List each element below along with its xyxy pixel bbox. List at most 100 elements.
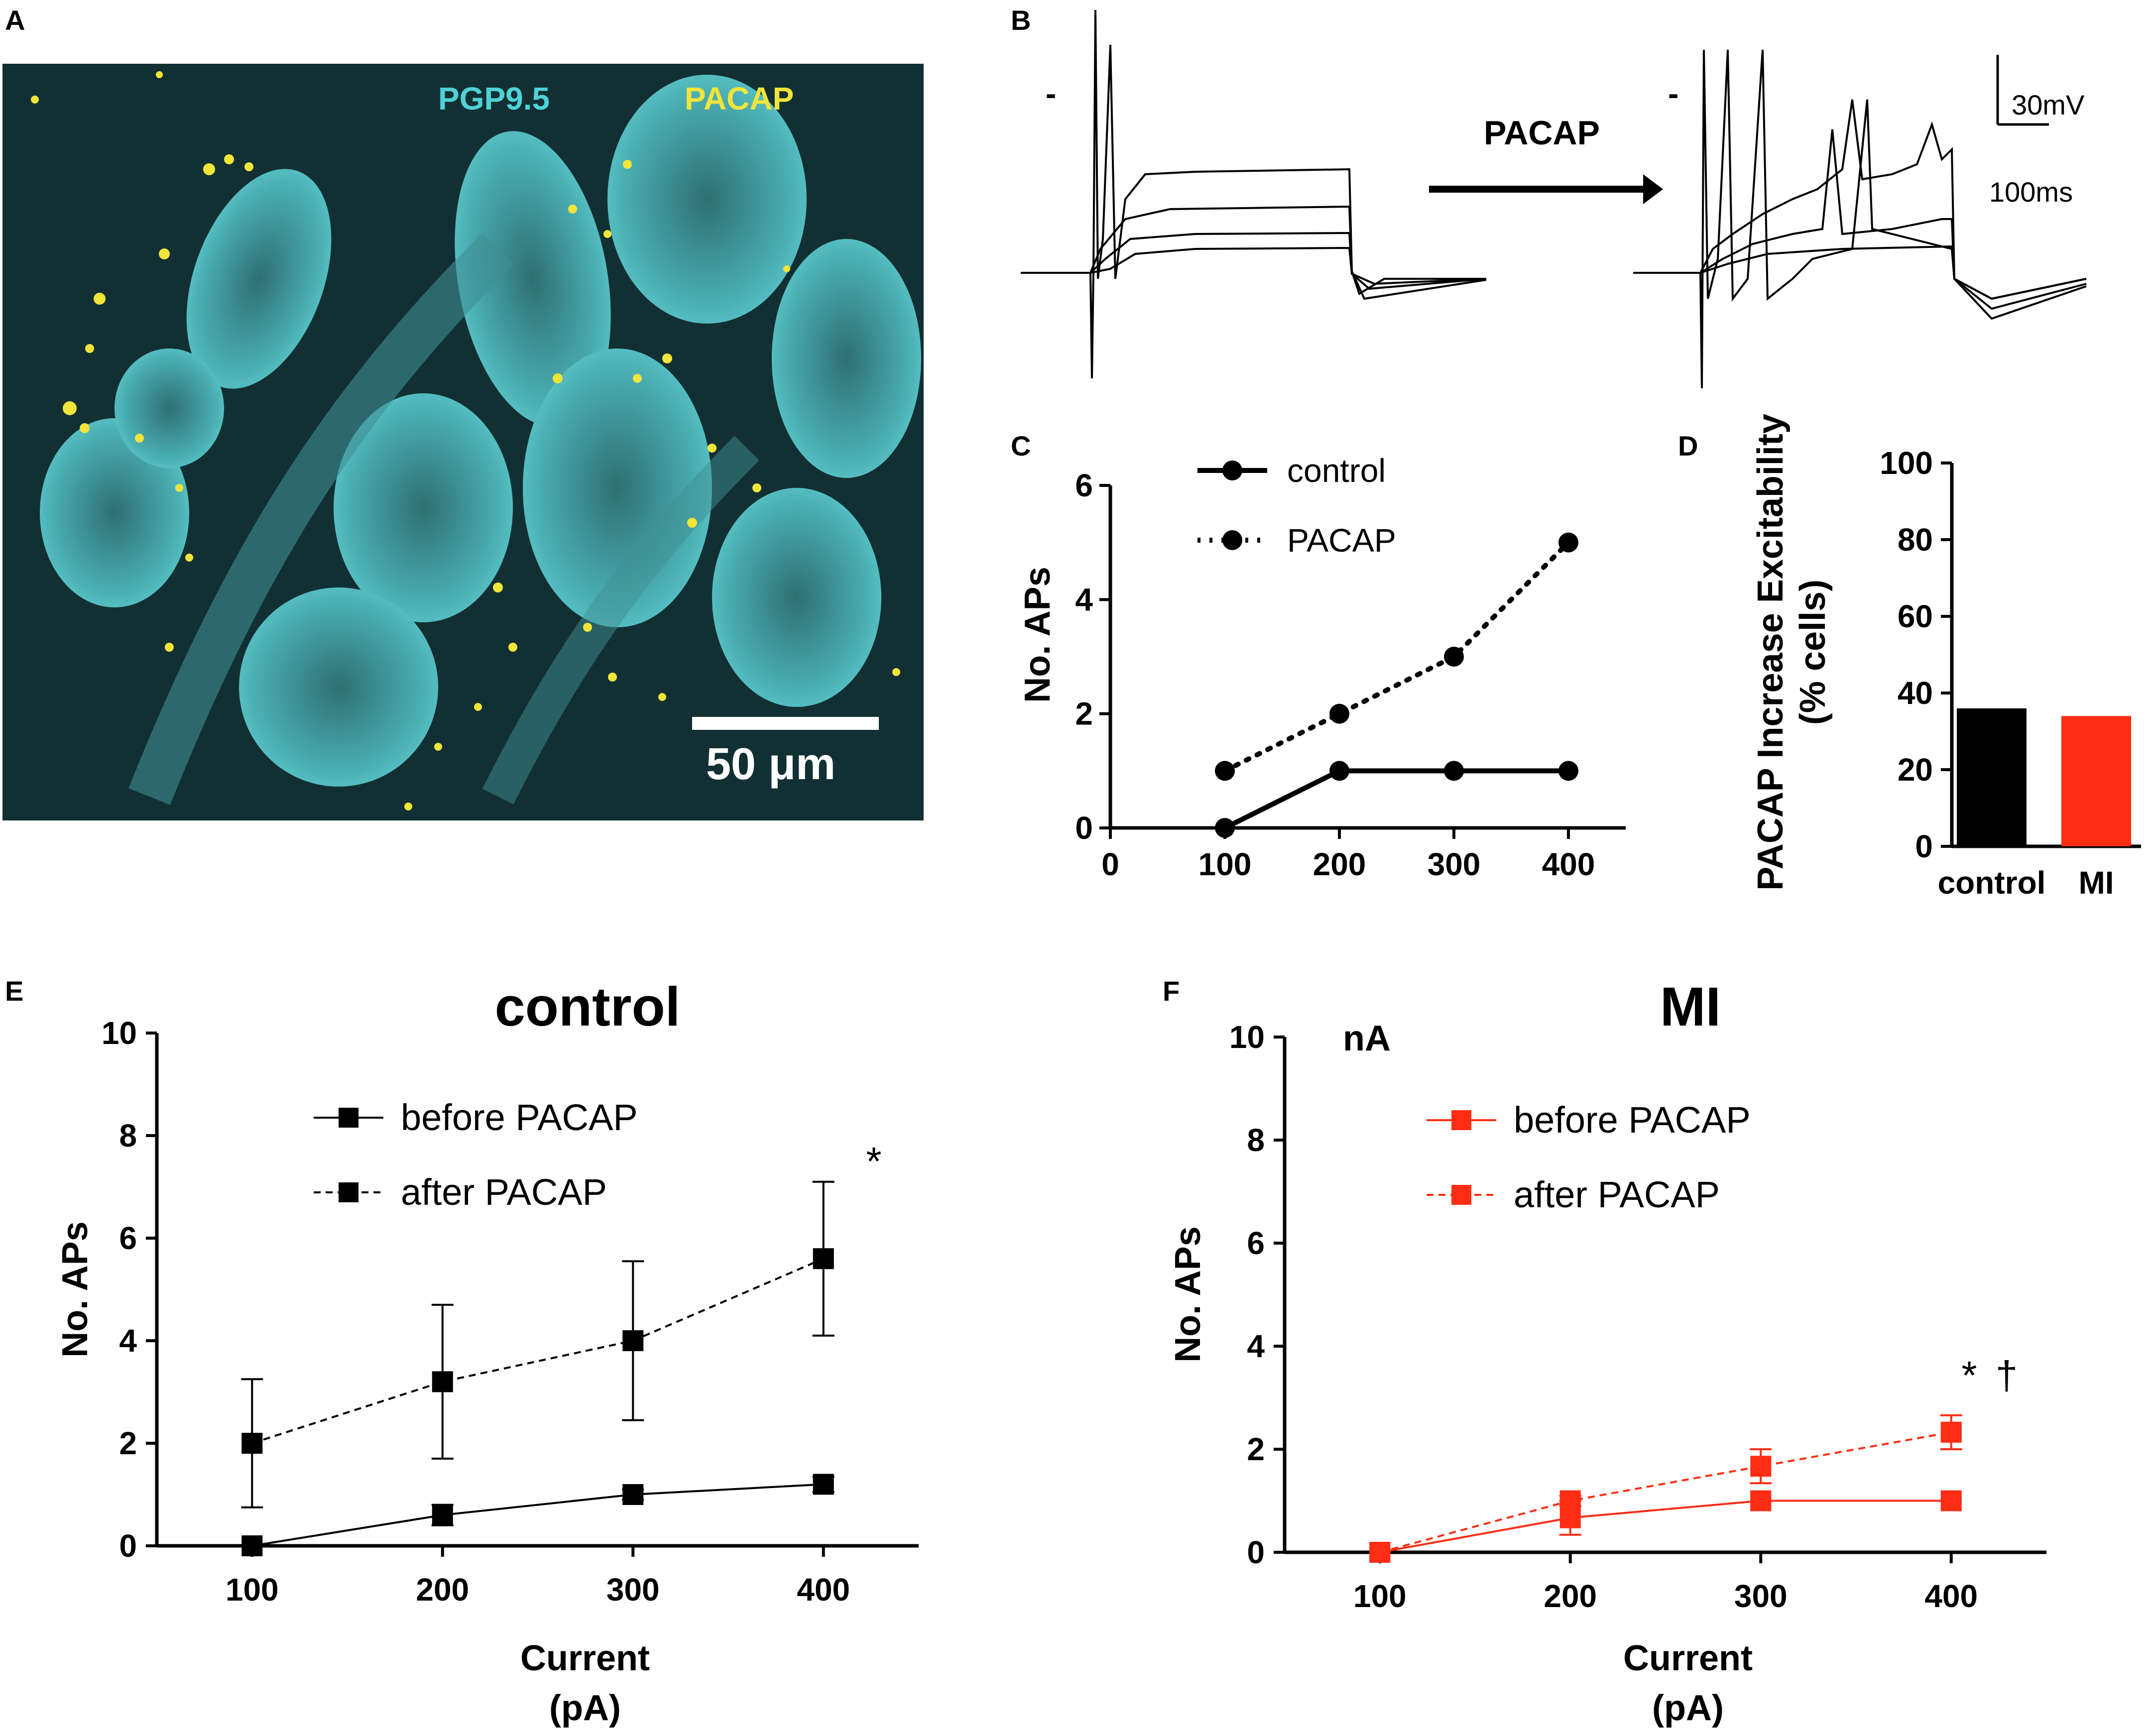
scale-voltage: 30mV — [2012, 89, 2085, 120]
data-point — [432, 1371, 453, 1392]
data-point — [813, 1474, 834, 1495]
chart-d-ylabel-line2: (% cells) — [1793, 579, 1833, 725]
y-tick-label: 2 — [119, 1425, 137, 1461]
chart-e-xlabel-line2: (pA) — [549, 1688, 621, 1728]
chart-c-legend: control PACAP — [1197, 452, 1396, 559]
chart-d-ylabel-line1: PACAP Increase Excitability — [1751, 414, 1791, 891]
legend-label-pacap: PACAP — [1287, 522, 1396, 559]
panel-c-letter: C — [1011, 430, 1031, 462]
panel-e: E control before PACAP after PACAP No. A… — [5, 975, 919, 1728]
panel-a: A PGP9.5 — [2, 4, 924, 820]
x-tick-label: 200 — [1313, 846, 1366, 882]
y-tick-label: 8 — [1247, 1122, 1265, 1158]
legend-label-after: after PACAP — [401, 1171, 607, 1213]
scale-bar-b — [1996, 55, 2049, 126]
data-point — [1558, 761, 1578, 781]
data-point — [1215, 818, 1235, 838]
legend-marker-before — [1451, 1110, 1471, 1130]
pacap-puncta — [31, 71, 900, 810]
significance-annotation: * — [866, 1139, 881, 1183]
y-tick-label: 2 — [1075, 696, 1093, 732]
bar — [2061, 716, 2131, 846]
x-tick-label: 200 — [416, 1572, 469, 1608]
y-tick-label: 0 — [119, 1528, 137, 1564]
data-point — [432, 1505, 453, 1526]
panel-d-letter: D — [1678, 430, 1698, 462]
series-line-1 — [251, 1258, 824, 1444]
x-tick-label: 100 — [1198, 846, 1252, 882]
traces-pacap — [1633, 49, 2087, 389]
data-point — [1940, 1490, 1962, 1511]
chart-e-ylabel: No. APs — [55, 1221, 95, 1357]
significance-annotation: * — [1961, 1353, 1977, 1397]
x-tick-label: 400 — [1924, 1578, 1978, 1614]
legend-label-control: control — [1287, 452, 1386, 489]
data-point — [241, 1535, 263, 1556]
chart-f-legend: before PACAP after PACAP — [1427, 1099, 1751, 1215]
x-tick-label: MI — [2078, 865, 2114, 901]
data-point — [1215, 761, 1235, 781]
y-tick-label: 4 — [1247, 1328, 1265, 1364]
data-point — [1940, 1421, 1962, 1443]
x-tick-label: 100 — [1353, 1578, 1407, 1614]
x-tick-label: 300 — [1734, 1578, 1788, 1614]
legend-marker-control — [1222, 461, 1242, 480]
series-line-1 — [1379, 1431, 1952, 1553]
series-line-0 — [1379, 1500, 1951, 1553]
y-tick-label: 8 — [119, 1118, 137, 1154]
y-tick-label: 0 — [1247, 1534, 1265, 1570]
y-tick-label: 4 — [1075, 581, 1093, 617]
label-pgp95: PGP9.5 — [438, 81, 550, 116]
legend-label-after: after PACAP — [1514, 1174, 1720, 1215]
y-tick-label: 10 — [102, 1015, 137, 1051]
x-tick-label: 200 — [1544, 1578, 1597, 1614]
legend-marker-before — [339, 1108, 358, 1128]
chart-e-title: control — [495, 976, 681, 1038]
data-point — [813, 1248, 834, 1270]
y-tick-label: 6 — [1075, 467, 1093, 503]
chart-e-xlabel-line1: Current — [520, 1638, 650, 1678]
x-tick-label: 400 — [1542, 846, 1595, 882]
data-point — [622, 1484, 644, 1505]
panel-e-letter: E — [5, 975, 23, 1007]
y-tick-label: 100 — [1880, 445, 1933, 481]
series-line-0 — [1223, 768, 1568, 830]
y-tick-label: 80 — [1898, 522, 1933, 558]
zero-mark-left: - — [1046, 76, 1056, 112]
x-tick-label: 300 — [606, 1572, 660, 1608]
panel-b-letter: B — [1011, 4, 1031, 36]
chart-c-ylabel: No. APs — [1018, 567, 1058, 702]
traces-control — [1021, 9, 1487, 379]
data-point — [1750, 1456, 1772, 1477]
micrograph-cells — [40, 75, 921, 805]
x-tick-label: control — [1938, 865, 2046, 901]
panel-f-letter: F — [1163, 975, 1180, 1007]
data-point — [1329, 703, 1349, 724]
significance-annotation: † — [1996, 1353, 2018, 1397]
data-point — [1750, 1490, 1772, 1511]
legend-label-before: before PACAP — [1514, 1099, 1751, 1141]
x-tick-label: 0 — [1101, 846, 1119, 882]
panel-d: D PACAP Increase Excitability (% cells) … — [1678, 414, 2141, 901]
x-tick-label: 400 — [797, 1572, 850, 1608]
data-point — [1444, 647, 1464, 667]
x-tick-label: 100 — [226, 1572, 279, 1608]
data-point — [622, 1330, 644, 1351]
scale-time: 100ms — [1989, 176, 2073, 208]
series-line-0 — [251, 1483, 824, 1547]
y-tick-label: 60 — [1898, 598, 1933, 634]
x-tick-label: 300 — [1428, 846, 1481, 882]
y-tick-label: 6 — [119, 1220, 137, 1256]
legend-label-before: before PACAP — [401, 1097, 638, 1138]
y-tick-label: 20 — [1898, 752, 1933, 788]
chart-c-xlabel: nA — [1343, 1019, 1391, 1058]
data-point — [241, 1433, 263, 1454]
zero-mark-right: - — [1668, 76, 1678, 112]
y-tick-label: 6 — [1247, 1225, 1265, 1261]
panel-b: B - - PACAP 30mV 100ms — [1011, 4, 2087, 389]
data-point — [1559, 1490, 1581, 1511]
legend-marker-after — [339, 1182, 358, 1202]
data-point — [1444, 761, 1464, 781]
scalebar-label: 50 μm — [706, 739, 836, 789]
